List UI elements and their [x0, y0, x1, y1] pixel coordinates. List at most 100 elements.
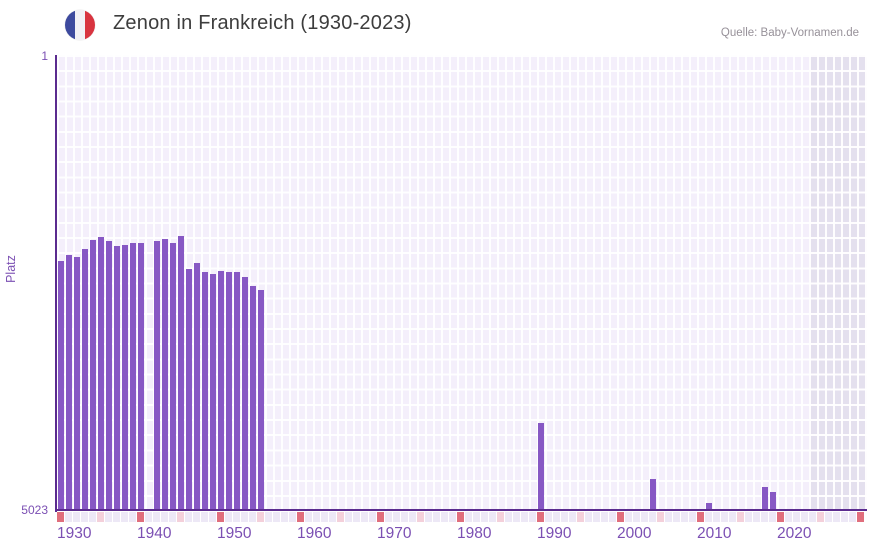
tick-cell [585, 512, 593, 522]
rank-bar[interactable] [201, 271, 209, 510]
tick-cell [513, 512, 521, 522]
tick-cell [337, 512, 345, 522]
tick-cell [689, 512, 697, 522]
tick-cell [145, 512, 153, 522]
y-axis-title: Platz [4, 255, 18, 283]
tick-cell [289, 512, 297, 522]
rank-bar[interactable] [65, 255, 73, 510]
tick-cell [153, 512, 161, 522]
tick-cell [777, 512, 785, 522]
tick-cell [737, 512, 745, 522]
tick-cell [361, 512, 369, 522]
tick-cell [89, 512, 97, 522]
tick-cell [265, 512, 273, 522]
rank-bar[interactable] [761, 487, 769, 510]
tick-cell [281, 512, 289, 522]
tick-cell [529, 512, 537, 522]
rank-bar[interactable] [193, 262, 201, 510]
tick-cell [521, 512, 529, 522]
rank-bar[interactable] [113, 246, 121, 510]
tick-cell [633, 512, 641, 522]
tick-cell [81, 512, 89, 522]
flag-stripe-red [85, 10, 95, 40]
tick-cell [249, 512, 257, 522]
rank-bar[interactable] [81, 248, 89, 510]
rank-bar[interactable] [241, 276, 249, 510]
rank-bar[interactable] [73, 257, 81, 510]
tick-cell [433, 512, 441, 522]
rank-bar[interactable] [217, 271, 225, 510]
flag-stripe-blue [65, 10, 75, 40]
rank-bar[interactable] [769, 492, 777, 510]
tick-cell [409, 512, 417, 522]
tick-cell [705, 512, 713, 522]
tick-cell [793, 512, 801, 522]
x-tick-label: 1960 [297, 525, 332, 542]
rank-bar[interactable] [161, 238, 169, 510]
rank-bar[interactable] [105, 241, 113, 510]
tick-cell [745, 512, 753, 522]
rank-bar[interactable] [257, 290, 265, 510]
rank-bar[interactable] [97, 237, 105, 510]
x-tick-label: 1980 [457, 525, 492, 542]
rank-bar[interactable] [89, 239, 97, 510]
tick-cell [657, 512, 665, 522]
rank-bar[interactable] [705, 502, 713, 510]
tick-cell [449, 512, 457, 522]
rank-bar[interactable] [169, 242, 177, 510]
source-link[interactable]: Quelle: Baby-Vornamen.de [720, 27, 859, 39]
tick-cell [577, 512, 585, 522]
x-tick-label: 1940 [137, 525, 172, 542]
tick-cell [121, 512, 129, 522]
tick-cell [465, 512, 473, 522]
x-tick-label: 1970 [377, 525, 412, 542]
x-axis-line [55, 509, 867, 511]
rank-bar[interactable] [57, 261, 65, 510]
tick-cell [769, 512, 777, 522]
x-tick-label: 2000 [617, 525, 652, 542]
rank-bar[interactable] [537, 422, 545, 510]
tick-cell [137, 512, 145, 522]
tick-cell [625, 512, 633, 522]
tick-cell [401, 512, 409, 522]
rank-bar[interactable] [121, 245, 129, 510]
tick-cell [185, 512, 193, 522]
rank-bar[interactable] [153, 241, 161, 510]
rank-bar[interactable] [129, 242, 137, 510]
rank-bar[interactable] [225, 272, 233, 510]
x-axis-tick-strip [57, 512, 867, 522]
tick-cell [177, 512, 185, 522]
tick-cell [697, 512, 705, 522]
tick-cell [841, 512, 849, 522]
page-title: Zenon in Frankreich (1930-2023) [113, 12, 412, 34]
tick-cell [65, 512, 73, 522]
y-tick-top: 1 [41, 49, 48, 63]
tick-cell [753, 512, 761, 522]
tick-cell [321, 512, 329, 522]
rank-bar[interactable] [649, 478, 657, 510]
tick-cell [345, 512, 353, 522]
x-axis-labels: 1930 1940 1950 1960 1970 1980 1990 2000 2010 2020 [57, 525, 867, 547]
tick-cell [497, 512, 505, 522]
rank-bar[interactable] [209, 273, 217, 510]
tick-cell [785, 512, 793, 522]
tick-cell [665, 512, 673, 522]
tick-cell [377, 512, 385, 522]
tick-cell [553, 512, 561, 522]
rank-bar[interactable] [249, 285, 257, 510]
tick-cell [601, 512, 609, 522]
flag-stripe-white [75, 10, 85, 40]
rank-bar[interactable] [233, 272, 241, 510]
rank-bar[interactable] [137, 242, 145, 510]
tick-cell [673, 512, 681, 522]
tick-cell [241, 512, 249, 522]
tick-cell [217, 512, 225, 522]
tick-cell [113, 512, 121, 522]
rank-bar[interactable] [185, 269, 193, 510]
tick-cell [169, 512, 177, 522]
rank-bar[interactable] [177, 236, 185, 510]
tick-cell [57, 512, 65, 522]
tick-cell [201, 512, 209, 522]
tick-cell [233, 512, 241, 522]
